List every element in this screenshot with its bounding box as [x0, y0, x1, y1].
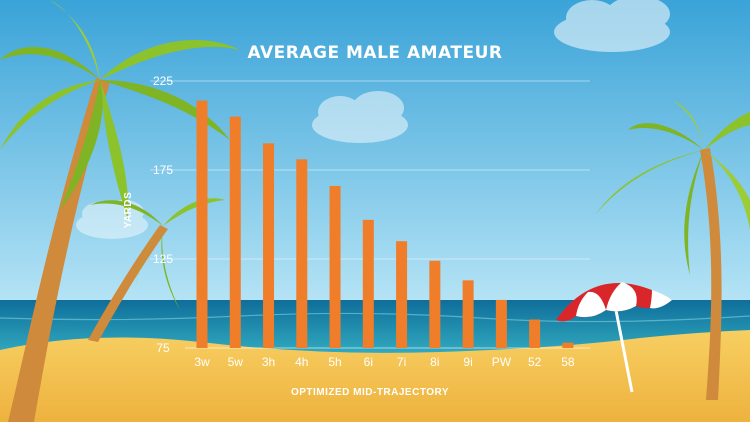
- x-category-label: 5h: [328, 355, 341, 369]
- y-tick-label: 225: [153, 74, 173, 88]
- bar-8i: [429, 260, 441, 348]
- x-category-label: 4h: [295, 355, 308, 369]
- bar-9i: [462, 280, 474, 348]
- x-category-label: 5w: [228, 355, 244, 369]
- y-tick-label: 175: [153, 163, 173, 177]
- bar-PW: [495, 299, 507, 348]
- bars: [196, 100, 574, 348]
- bar-3w: [196, 100, 208, 348]
- bar-4h: [296, 159, 308, 348]
- y-tick-label: 75: [156, 341, 170, 355]
- x-axis-categories: 3w 5w 3h 4h 5h 6i 7i 8i 9i PW 52 58: [194, 355, 575, 369]
- cloud-left: [76, 200, 148, 239]
- x-category-label: PW: [492, 355, 512, 369]
- chart-title: AVERAGE MALE AMATEUR: [248, 43, 503, 63]
- bar-6i: [362, 219, 374, 348]
- cloud-center: [312, 91, 408, 143]
- x-axis-label: OPTIMIZED MID-TRAJECTORY: [291, 387, 449, 398]
- y-axis-ticks: 75 125 175 225: [153, 74, 173, 355]
- x-category-label: 7i: [397, 355, 406, 369]
- palm-tree-right: [595, 100, 750, 400]
- bar-7i: [396, 241, 408, 348]
- y-axis-label: YARDS: [123, 192, 134, 229]
- x-category-label: 3h: [262, 355, 275, 369]
- x-category-label: 9i: [463, 355, 472, 369]
- bar-52: [529, 319, 541, 348]
- x-category-label: 8i: [430, 355, 439, 369]
- x-category-label: 3w: [194, 355, 210, 369]
- beach-umbrella: [556, 282, 672, 393]
- x-category-label: 58: [561, 355, 575, 369]
- bar-5h: [329, 186, 341, 348]
- y-tick-label: 125: [153, 252, 173, 266]
- x-category-label: 52: [528, 355, 542, 369]
- bar-58: [562, 342, 574, 348]
- bar-5w: [229, 116, 241, 348]
- palm-tree-small-left: [88, 198, 225, 342]
- sand: [0, 330, 750, 422]
- palm-tree-left: [0, 0, 240, 422]
- cloud-top-right: [554, 0, 670, 52]
- bar-3h: [263, 143, 275, 348]
- x-category-label: 6i: [364, 355, 373, 369]
